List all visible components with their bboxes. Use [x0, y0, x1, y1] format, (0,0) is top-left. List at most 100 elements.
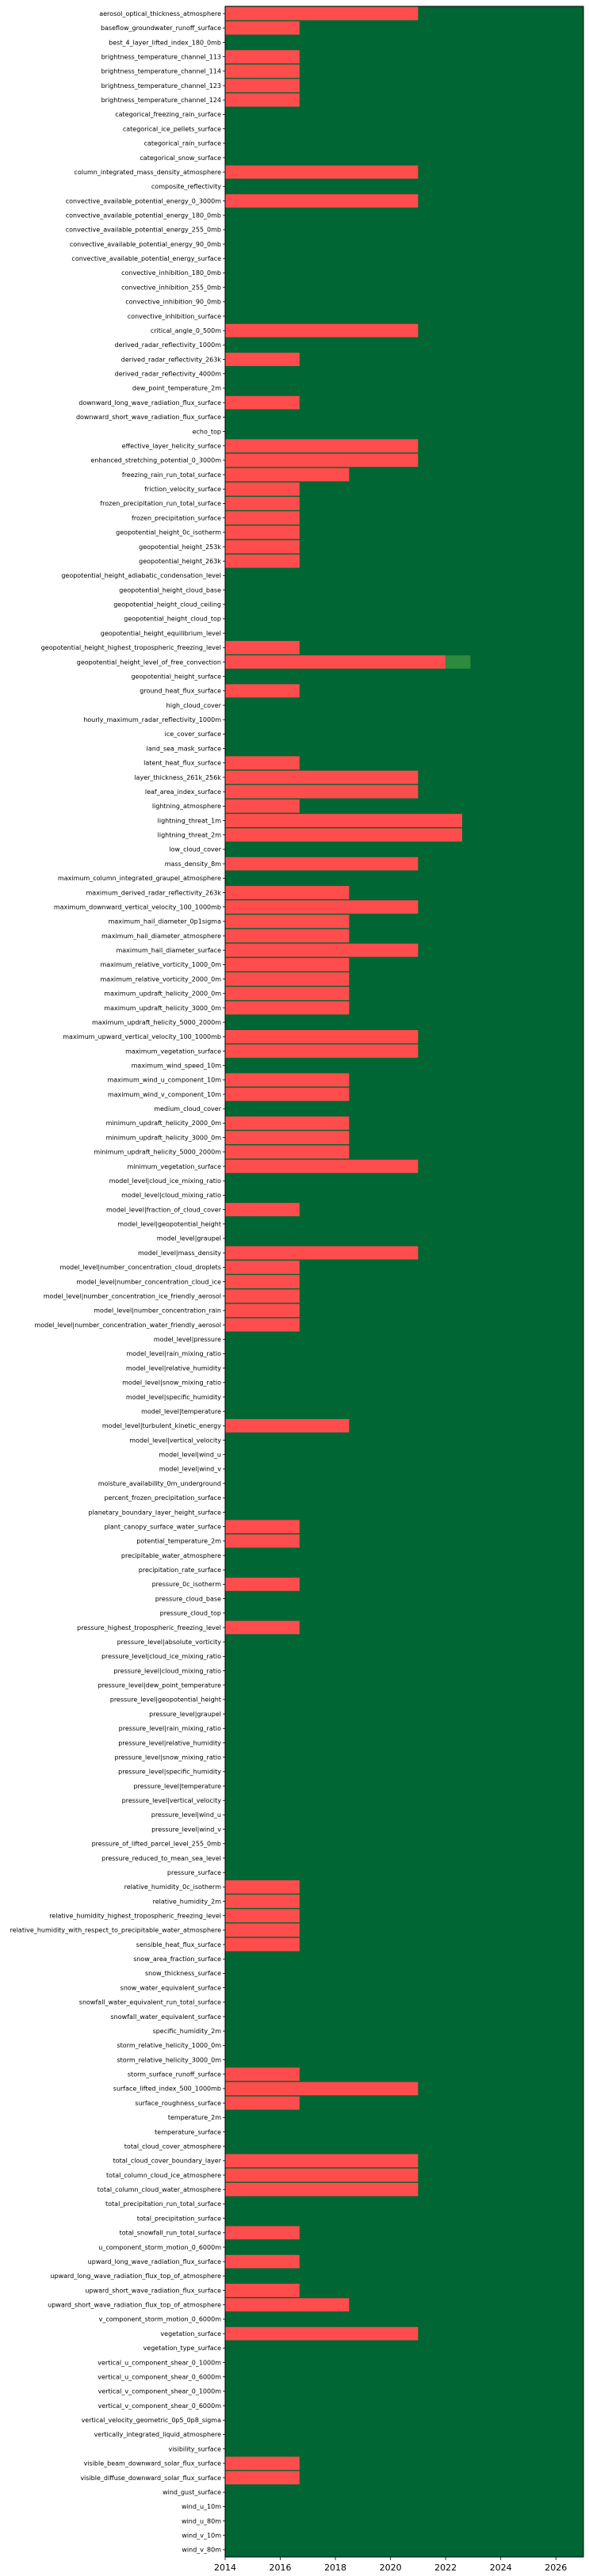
bar-134-0 [225, 1937, 300, 1952]
y-tick-label-167: vertical_velocity_geometric_0p5_0p8_sigm… [82, 2417, 222, 2424]
bar-66-0 [225, 958, 350, 971]
y-tick-label-108: precipitation_rate_surface [139, 1567, 221, 1574]
y-tick-label-53: layer_thickness_261k_256k [134, 774, 221, 781]
y-tick-label-8: categorical_ice_pellets_surface [123, 125, 221, 132]
y-tick-label-155: u_component_storm_motion_0_6000m [98, 2244, 221, 2251]
y-tick-label-135: snow_area_fraction_surface [133, 1956, 221, 1963]
y-tick-label-41: geopotential_height_cloud_ceiling [113, 601, 221, 609]
bar-158-0 [225, 2284, 300, 2297]
bar-74-0 [225, 1073, 350, 1087]
bar-47-0 [225, 684, 300, 698]
bar-62-0 [225, 900, 419, 914]
y-tick-label-57: lightning_threat_2m [158, 832, 222, 839]
y-tick-label-54: leaf_area_index_surface [145, 788, 221, 796]
bar-149-0 [225, 2154, 419, 2168]
y-tick-label-168: vertically_integrated_liquid_atmosphere [94, 2431, 222, 2438]
bar-87-0 [225, 1260, 300, 1274]
bar-3-0 [225, 50, 300, 64]
y-tick-label-14: convective_available_potential_energy_18… [66, 212, 221, 219]
bar-77-0 [225, 1116, 350, 1130]
y-tick-label-72: maximum_vegetation_surface [125, 1048, 221, 1055]
y-tick-label-47: ground_heat_flux_surface [140, 688, 221, 695]
y-tick-label-71: maximum_upward_vertical_velocity_100_100… [63, 1033, 221, 1040]
y-tick-label-36: geopotential_height_0c_isotherm [116, 529, 221, 536]
y-tick-label-19: convective_inhibition_255_0mb [121, 284, 221, 291]
y-tick-label-84: model_level|geopotential_height [117, 1221, 221, 1228]
y-tick-label-118: pressure_level|graupel [149, 1711, 221, 1718]
bar-5-0 [225, 78, 300, 93]
y-tick-label-38: geopotential_height_263k [139, 558, 221, 565]
y-tick-label-11: column_integrated_mass_density_atmospher… [74, 169, 221, 176]
y-tick-label-129: pressure_surface [167, 1869, 221, 1876]
y-tick-label-141: storm_relative_helicity_1000_0m [117, 2042, 222, 2049]
y-tick-label-4: brightness_temperature_channel_114 [101, 68, 221, 75]
y-tick-label-120: pressure_level|relative_humidity [118, 1739, 221, 1746]
y-tick-label-169: visibility_surface [168, 2445, 221, 2452]
y-tick-label-52: latent_heat_flux_surface [143, 760, 221, 767]
bar-63-0 [225, 914, 350, 929]
bar-79-0 [225, 1145, 350, 1159]
bar-32-0 [225, 467, 350, 482]
y-tick-label-85: model_level|graupel [157, 1235, 221, 1242]
y-tick-label-90: model_level|number_concentration_rain [94, 1307, 221, 1315]
bar-1-0 [225, 21, 300, 35]
bar-13-0 [225, 194, 419, 208]
bar-156-0 [225, 2254, 300, 2269]
y-tick-label-139: snowfall_water_equivalent_surface [111, 2013, 222, 2021]
y-tick-label-31: enhanced_stretching_potential_0_3000m [90, 457, 221, 464]
y-tick-label-63: maximum_hail_diameter_0p1sigma [109, 918, 222, 925]
y-tick-label-18: convective_inhibition_180_0mb [121, 269, 221, 277]
bar-98-0 [225, 1418, 350, 1433]
bar-38-0 [225, 554, 300, 568]
y-tick-label-163: vertical_u_component_shear_0_1000m [98, 2359, 221, 2366]
y-tick-label-46: geopotential_height_surface [131, 673, 221, 680]
y-tick-label-147: temperature_surface [155, 2128, 221, 2135]
bar-37-0 [225, 540, 300, 554]
x-tick-label-3: 2020 [380, 2563, 402, 2573]
y-tick-label-123: pressure_level|temperature [133, 1783, 221, 1790]
bar-83-0 [225, 1203, 300, 1216]
y-tick-label-113: pressure_level|absolute_vorticity [117, 1639, 222, 1646]
bar-170-0 [225, 2456, 300, 2471]
y-tick-label-87: model_level|number_concentration_cloud_d… [59, 1264, 221, 1271]
y-tick-label-105: plant_canopy_surface_water_surface [105, 1523, 221, 1530]
y-tick-label-131: relative_humidity_2m [153, 1898, 222, 1905]
y-tick-label-7: categorical_freezing_rain_surface [115, 111, 221, 118]
y-tick-label-115: pressure_level|cloud_mixing_ratio [113, 1667, 221, 1674]
bar-56-0 [225, 814, 463, 827]
y-tick-label-34: frozen_precipitation_run_total_surface [100, 500, 221, 507]
y-tick-label-138: snowfall_water_equivalent_run_total_surf… [79, 1999, 221, 2006]
y-tick-label-152: total_precipitation_run_total_surface [105, 2200, 221, 2208]
y-tick-label-26: dew_point_temperature_2m [132, 385, 221, 392]
y-tick-label-27: downward_long_wave_radiation_flux_surfac… [78, 399, 221, 406]
y-tick-label-126: pressure_level|wind_v [151, 1826, 221, 1833]
y-tick-label-94: model_level|relative_humidity [126, 1364, 221, 1372]
y-tick-label-100: model_level|wind_u [159, 1452, 221, 1459]
bar-65-0 [225, 943, 419, 957]
y-tick-label-37: geopotential_height_253k [139, 544, 221, 551]
bar-59-0 [225, 857, 419, 871]
y-tick-label-40: geopotential_height_cloud_base [119, 586, 221, 593]
y-tick-label-133: relative_humidity_with_respect_to_precip… [10, 1927, 221, 1934]
bar-143-0 [225, 2067, 300, 2082]
y-tick-label-102: moisture_availability_0m_underground [98, 1480, 221, 1487]
y-tick-label-92: model_level|pressure [154, 1336, 221, 1343]
y-tick-label-161: vegetation_surface [160, 2330, 221, 2337]
y-tick-label-15: convective_available_potential_energy_25… [66, 227, 221, 234]
bar-106-0 [225, 1534, 300, 1548]
y-tick-label-146: temperature_2m [168, 2114, 221, 2121]
bar-4-0 [225, 64, 300, 78]
y-tick-label-81: model_level|cloud_ice_mixing_ratio [109, 1177, 222, 1185]
y-tick-label-106: potential_temperature_2m [136, 1538, 221, 1545]
y-tick-label-61: maximum_derived_radar_reflectivity_263k [86, 889, 222, 896]
y-tick-label-42: geopotential_height_cloud_top [124, 616, 221, 623]
y-tick-label-104: planetary_boundary_layer_height_surface [88, 1509, 221, 1516]
y-tick-label-166: vertical_v_component_shear_0_6000m [98, 2402, 222, 2410]
y-tick-label-66: maximum_relative_vorticity_1000_0m [101, 961, 222, 968]
y-tick-label-67: maximum_relative_vorticity_2000_0m [101, 975, 222, 983]
y-tick-label-49: hourly_maximum_radar_reflectivity_1000m [83, 716, 221, 723]
bar-35-0 [225, 511, 300, 525]
y-tick-label-80: minimum_vegetation_surface [127, 1163, 221, 1170]
y-tick-label-125: pressure_level|wind_u [151, 1811, 221, 1818]
y-tick-label-70: maximum_updraft_helicity_5000_2000m [92, 1019, 221, 1026]
